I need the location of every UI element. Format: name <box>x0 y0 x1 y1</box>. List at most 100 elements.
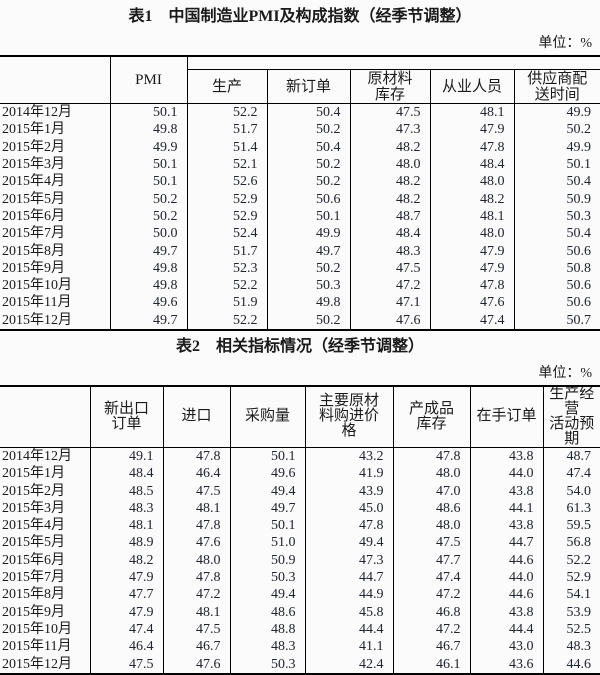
composite-index-group-header <box>187 56 600 70</box>
row-label: 2015年1月 <box>2 466 65 482</box>
index-value-cell: 43.8 <box>469 603 543 621</box>
index-value-cell: 47.5 <box>89 655 163 674</box>
index-value-cell: 47.6 <box>162 655 230 674</box>
index-value-cell: 50.8 <box>513 259 600 277</box>
index-value-cell: 46.1 <box>392 655 470 674</box>
index-value-cell: 48.2 <box>349 190 430 208</box>
table-row: 2015年1月 49.8 51.7 50.2 47.3 47.9 50.2 <box>0 121 600 139</box>
index-value-cell: 50.6 <box>266 190 350 208</box>
row-label: 2015年10月 <box>2 621 72 637</box>
related-indicators-table: 新出口 订单 进口 采购量 主要原材 料购进价 格 产成品 库存 在手订单 生产… <box>0 384 600 675</box>
index-value-cell: 54.0 <box>542 482 600 500</box>
index-value-cell: 48.3 <box>89 499 163 518</box>
row-label-column-header <box>0 56 111 104</box>
index-value-cell: 53.9 <box>542 603 600 621</box>
col-header-pmi: PMI <box>110 56 188 104</box>
row-label: 2015年4月 <box>2 518 65 534</box>
index-value-cell: 49.4 <box>229 482 305 500</box>
index-value-cell: 48.2 <box>429 190 514 208</box>
index-value-cell: 52.9 <box>186 190 267 208</box>
index-value-cell: 50.1 <box>109 173 187 191</box>
index-value-cell: 47.8 <box>162 568 230 587</box>
col-header-imports: 进口 <box>162 385 230 448</box>
index-value-cell: 48.2 <box>349 173 430 191</box>
col-header-purchasing-volume: 采购量 <box>229 385 305 448</box>
col-header-production: 生产 <box>187 69 267 104</box>
pmi-composite-index-table: PMI 生产 新订单 原材料 库存 从业人员 供应商配 送时间 2014年12月… <box>0 55 600 331</box>
index-value-cell: 48.6 <box>392 499 470 518</box>
index-value-cell: 47.4 <box>429 311 514 330</box>
index-value-cell: 46.4 <box>162 465 230 483</box>
index-value-cell: 47.4 <box>392 568 470 587</box>
index-value-cell: 43.0 <box>469 638 543 656</box>
index-value-cell: 47.8 <box>429 138 514 156</box>
index-value-cell: 48.7 <box>542 447 600 466</box>
index-value-cell: 52.6 <box>186 173 267 191</box>
index-value-cell: 45.8 <box>304 603 393 621</box>
table2-header: 新出口 订单 进口 采购量 主要原材 料购进价 格 产成品 库存 在手订单 生产… <box>0 385 600 448</box>
table-row: 2015年9月 49.8 52.3 50.2 47.5 47.9 50.8 <box>0 259 600 277</box>
row-label: 2015年7月 <box>2 226 65 242</box>
index-value-cell: 46.7 <box>162 638 230 656</box>
index-value-cell: 51.7 <box>186 242 267 260</box>
index-value-cell: 43.6 <box>469 655 543 674</box>
index-value-cell: 47.9 <box>429 121 514 139</box>
index-value-cell: 43.8 <box>469 517 543 535</box>
table-row: 2015年12月 49.7 52.2 50.2 47.6 47.4 50.7 <box>0 311 600 330</box>
index-value-cell: 44.4 <box>469 620 543 639</box>
index-value-cell: 50.3 <box>513 207 600 226</box>
index-value-cell: 56.8 <box>542 534 600 552</box>
index-value-cell: 49.8 <box>266 294 350 312</box>
index-value-cell: 50.7 <box>513 311 600 330</box>
index-value-cell: 47.7 <box>392 551 470 569</box>
index-value-cell: 48.1 <box>162 603 230 621</box>
index-value-cell: 43.9 <box>304 482 393 500</box>
index-value-cell: 48.3 <box>229 638 305 656</box>
index-value-cell: 41.1 <box>304 638 393 656</box>
row-label: 2014年12月 <box>2 105 72 121</box>
index-value-cell: 51.0 <box>229 534 305 552</box>
index-value-cell: 47.6 <box>162 534 230 552</box>
index-value-cell: 50.2 <box>266 155 350 174</box>
row-label: 2015年5月 <box>2 535 65 551</box>
index-value-cell: 43.2 <box>304 447 393 466</box>
index-value-cell: 47.8 <box>304 517 393 535</box>
table1-unit-label: 单位：% <box>538 36 592 51</box>
index-value-cell: 49.7 <box>109 242 187 260</box>
index-value-cell: 42.4 <box>304 655 393 674</box>
index-value-cell: 47.9 <box>429 242 514 260</box>
table-row: 2015年9月 47.9 48.1 48.6 45.8 46.8 43.8 53.9 <box>0 603 600 621</box>
row-label: 2015年2月 <box>2 139 65 155</box>
row-label: 2015年12月 <box>2 656 72 672</box>
table-row: 2015年6月 50.2 52.9 50.1 48.7 48.1 50.3 <box>0 207 600 226</box>
row-label: 2015年9月 <box>2 260 65 276</box>
index-value-cell: 49.9 <box>266 225 350 243</box>
index-value-cell: 47.8 <box>429 276 514 295</box>
index-value-cell: 50.2 <box>109 190 187 208</box>
index-value-cell: 52.1 <box>186 155 267 174</box>
table-row: 2015年4月 50.1 52.6 50.2 48.2 48.0 50.4 <box>0 173 600 191</box>
col-header-supplier-delivery-time: 供应商配 送时间 <box>513 69 600 104</box>
table2-title: 表2 相关指标情况（经季节调整） <box>175 337 424 355</box>
index-value-cell: 49.8 <box>109 276 187 295</box>
index-value-cell: 50.1 <box>229 447 305 466</box>
table-row: 2015年1月 48.4 46.4 49.6 41.9 48.0 44.0 47.4 <box>0 465 600 483</box>
col-header-raw-materials-inventory: 原材料 库存 <box>349 69 430 104</box>
index-value-cell: 44.0 <box>469 465 543 483</box>
index-value-cell: 52.9 <box>542 568 600 587</box>
index-value-cell: 44.9 <box>304 586 393 604</box>
index-value-cell: 51.7 <box>186 121 267 139</box>
row-label: 2015年8月 <box>2 587 65 603</box>
section-table2: 表2 相关指标情况（经季节调整） 单位：% 新出口 订单 进口 采购量 主要原材… <box>0 331 600 675</box>
index-value-cell: 52.2 <box>186 103 267 122</box>
table-row: 2014年12月 50.1 52.2 50.4 47.5 48.1 49.9 <box>0 103 600 122</box>
index-value-cell: 47.7 <box>89 586 163 604</box>
table-row: 2015年12月 47.5 47.6 50.3 42.4 46.1 43.6 44.6 <box>0 655 600 674</box>
index-value-cell: 49.4 <box>229 586 305 604</box>
index-value-cell: 48.0 <box>392 517 470 535</box>
index-value-cell: 47.0 <box>392 482 470 500</box>
row-label: 2015年11月 <box>2 639 72 655</box>
index-value-cell: 45.0 <box>304 499 393 518</box>
index-value-cell: 50.4 <box>513 225 600 243</box>
